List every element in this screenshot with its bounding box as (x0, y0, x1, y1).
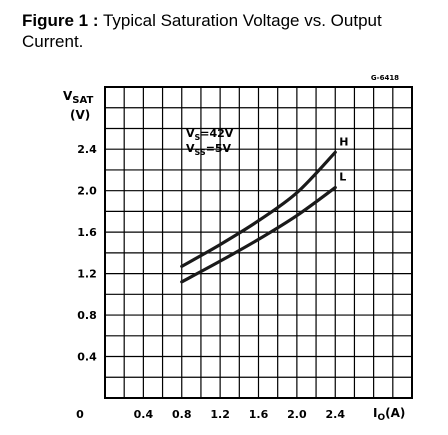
y-tick-label: 2.4 (77, 143, 97, 156)
y-tick-label: 1.6 (77, 226, 97, 239)
series-lines: HL (180, 135, 348, 284)
y-axis-label-sub: SAT (72, 95, 93, 106)
condition-vss-main: V (186, 142, 195, 155)
condition-vs-value: =42V (200, 127, 234, 140)
series-label-l: L (339, 171, 346, 184)
x-axis-label-main: I (373, 406, 377, 420)
y-tick-label: 0.8 (77, 309, 97, 322)
x-axis-label-sub: O (377, 413, 385, 423)
x-axis-label-unit: (A) (385, 406, 405, 420)
x-tick-label: 1.2 (210, 408, 230, 421)
series-line-l (180, 185, 337, 284)
figure-title: Figure 1 : Typical Saturation Voltage vs… (22, 10, 442, 52)
condition-vs-sub: S (195, 133, 201, 142)
y-tick-label: 1.2 (77, 268, 97, 281)
y-tick-label: 0.4 (77, 351, 97, 364)
x-axis-label: IO(A) (373, 406, 405, 423)
condition-vss-value: =5V (206, 142, 232, 155)
series-line-h (180, 150, 337, 268)
test-conditions: VS=42V VSS=5V (186, 127, 234, 157)
axis-labels: 0.4 0.8 1.2 1.6 2.0 2.4 0.4 0.8 1.2 1.6 2.0 2.4 (77, 143, 345, 421)
figure-label: Figure 1 : (22, 11, 99, 30)
y-axis-unit: (V) (70, 108, 90, 122)
x-tick-label: 2.0 (287, 408, 307, 421)
figure-caption: Typical Saturation Voltage vs. Output Cu… (22, 11, 382, 51)
x-tick-label: 1.6 (249, 408, 269, 421)
condition-vss: VSS=5V (186, 142, 232, 157)
plot-frame (104, 86, 413, 399)
y-tick-label: 2.0 (77, 185, 97, 198)
x-tick-label: 0.4 (134, 408, 154, 421)
y-axis-label: VSAT (63, 89, 93, 106)
y-axis-label-main: V (63, 89, 73, 103)
condition-vs: VS=42V (186, 127, 234, 142)
origin-label: 0 (76, 408, 84, 421)
condition-vs-main: V (186, 127, 195, 140)
x-tick-label: 2.4 (326, 408, 346, 421)
grid-lines (105, 87, 412, 398)
figure-code: G-6418 (371, 74, 399, 82)
series-label-h: H (339, 135, 348, 148)
condition-vss-sub: SS (195, 148, 206, 157)
x-tick-label: 0.8 (172, 408, 192, 421)
